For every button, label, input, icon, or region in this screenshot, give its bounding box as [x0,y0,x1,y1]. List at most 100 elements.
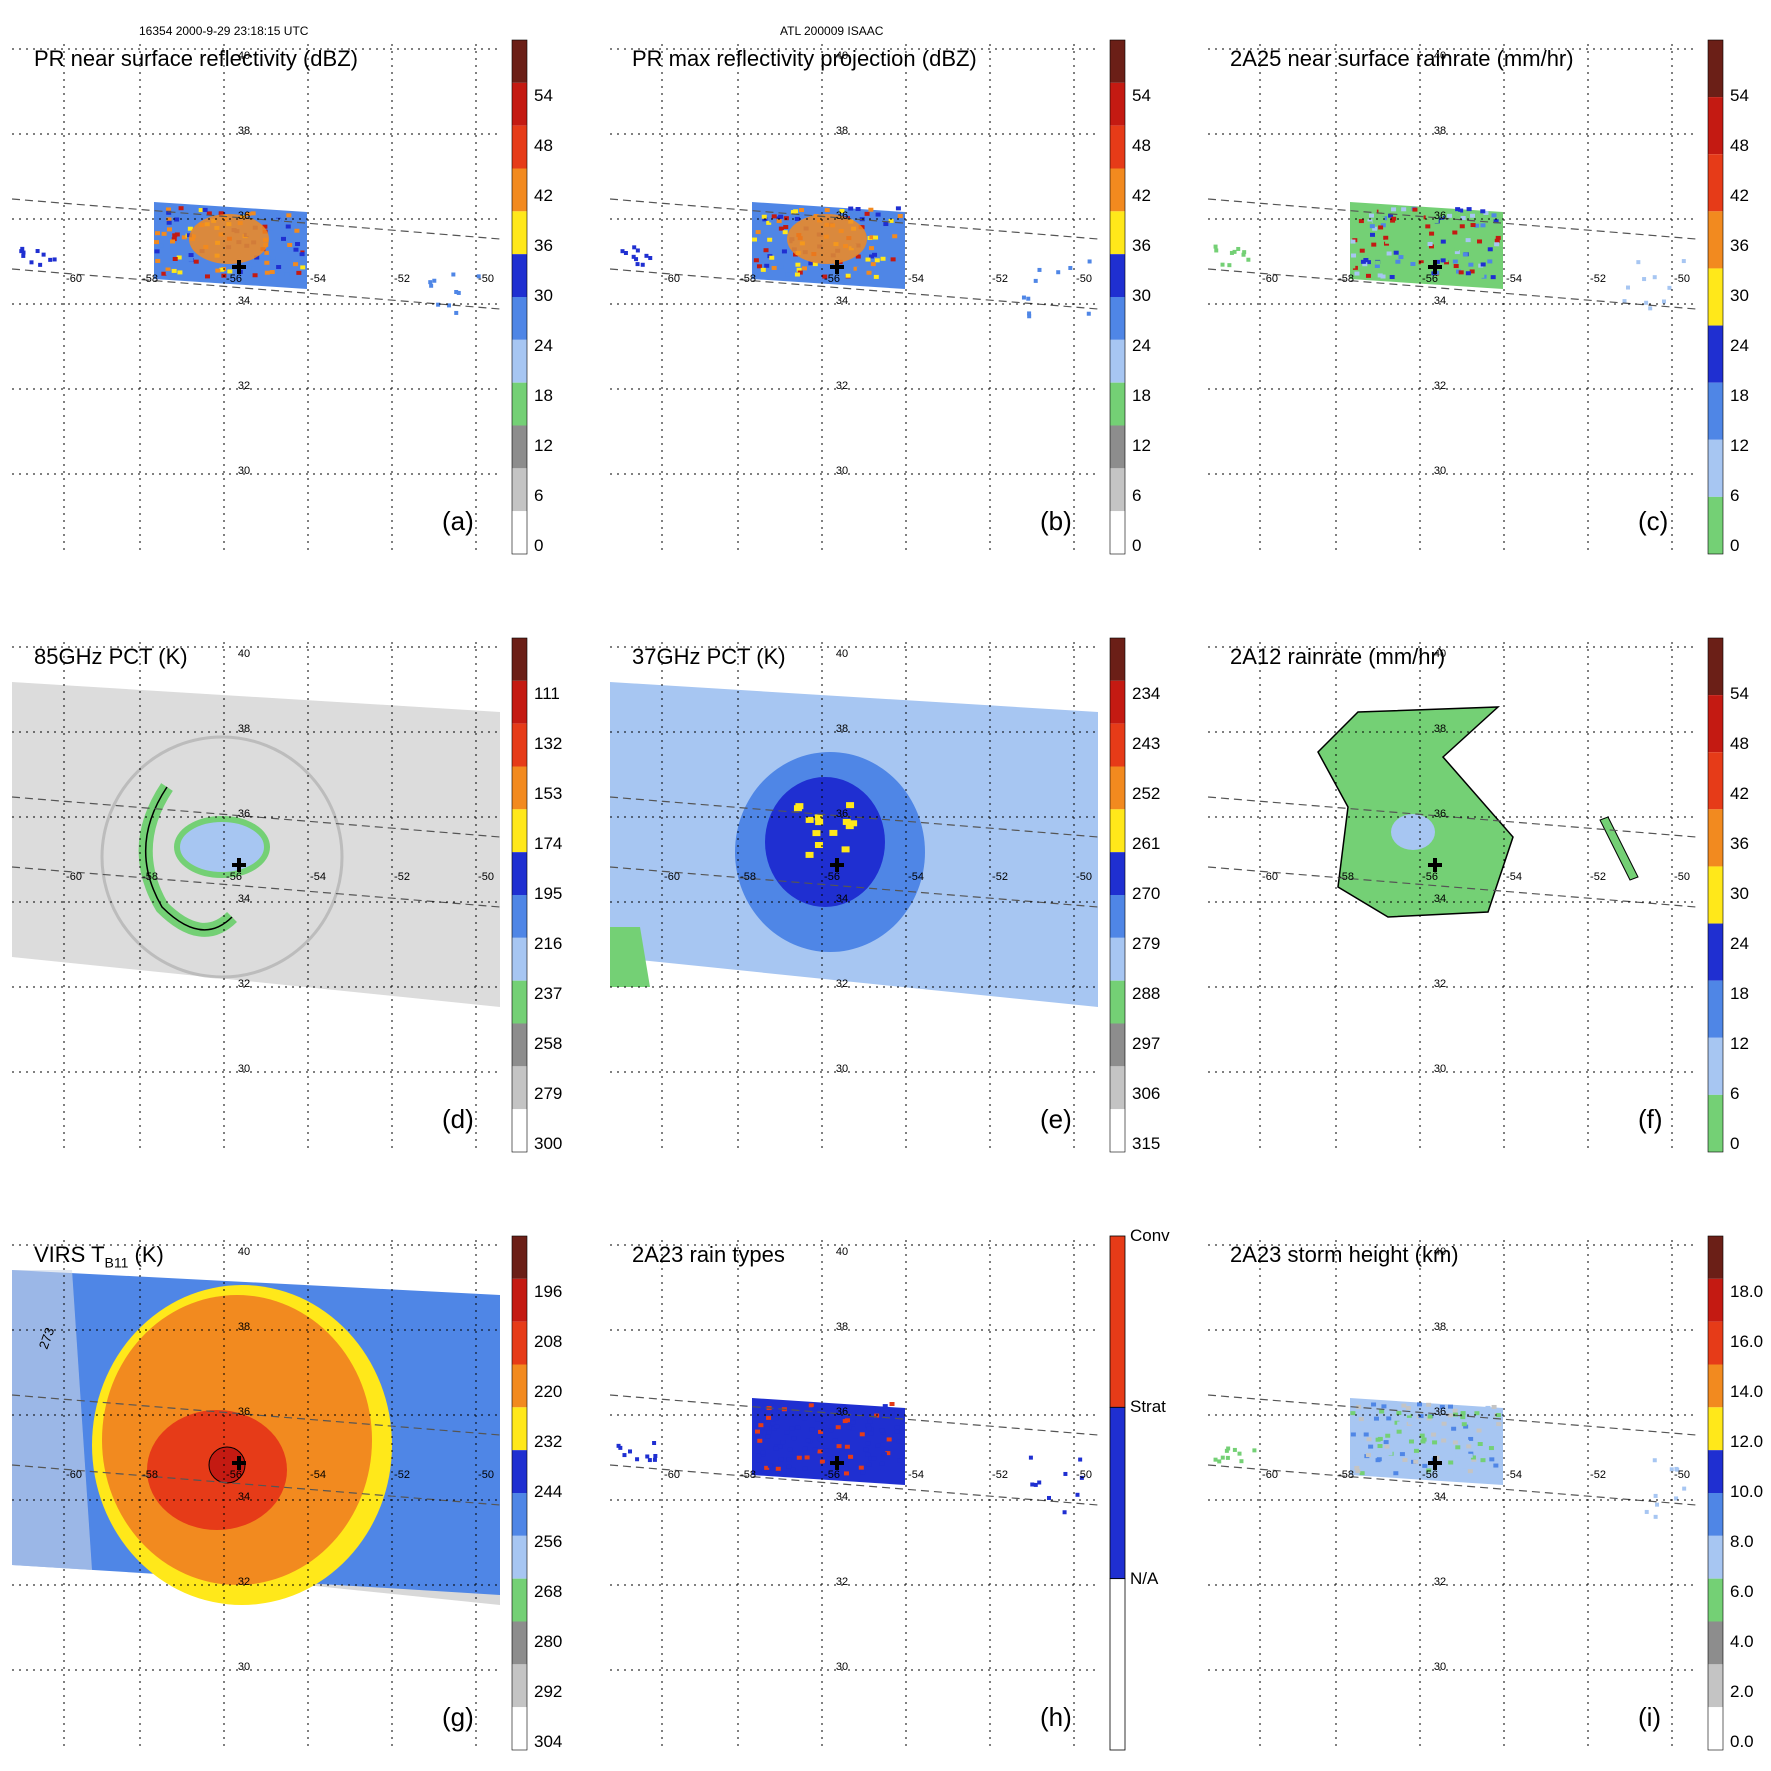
echo-pixel [1421,1437,1427,1442]
echo-pixel [761,214,767,219]
core-cell [805,816,814,823]
colorbar-frame [511,1235,528,1751]
lat-label: 38 [1434,125,1446,137]
echo-pixel [874,258,880,263]
swath-edge-top [12,796,500,838]
colorbar-segment [1708,1450,1723,1493]
echo-pixel [843,1471,849,1476]
core-cell [829,829,838,836]
swath-edge-bottom [12,1464,500,1506]
colorbar-segment [1708,268,1723,326]
colorbar-tick-label: 12 [1730,436,1749,455]
echo-pixel [21,253,26,258]
echo-pixel [252,273,258,278]
echo-pixel [293,262,299,267]
lon-label: -50 [1674,273,1690,285]
echo-pixel [858,1465,864,1470]
colorbar-tick-label: 208 [534,1332,563,1351]
lon-label: -52 [992,273,1008,285]
lat-label: 40 [836,1246,848,1258]
lon-label: -50 [478,1469,494,1481]
echo-pixel [1391,213,1397,218]
echo-pixel [1483,210,1489,215]
core-cell [793,805,802,812]
lat-label: 38 [836,1321,848,1333]
colorbar-segment [1110,125,1125,169]
swath-edge-bottom [610,268,1098,310]
panel-label-d: (d) [442,1104,474,1134]
echo-pixel [1401,1403,1407,1408]
echo-pixel [1381,1404,1387,1409]
echo-pixel [766,1415,772,1420]
colorbar-segment [512,1236,527,1279]
echo-pixel [762,1460,768,1465]
colorbar-label-strat: Strat [1130,1397,1166,1417]
lat-label: 34 [1434,1491,1446,1503]
lat-label: 32 [1434,1576,1446,1588]
echo-pixel [38,262,43,267]
colorbar-tick-label: 243 [1132,734,1161,753]
echo-pixel [1393,250,1399,255]
colorbar-segment [512,339,527,383]
colorbar-segment [512,125,527,169]
echo-pixel [755,230,761,235]
lat-label: 32 [836,380,848,392]
echo-pixel [285,224,291,229]
storm-center-icon [830,260,844,274]
colorbar-tick-label: 252 [1132,784,1161,803]
colorbar-tick-label: 300 [534,1134,563,1153]
echo-pixel [186,233,192,238]
echo-pixel [1383,235,1389,240]
echo-pixel [1350,264,1356,269]
colorbar-tick-label: 42 [1132,186,1151,205]
echo-pixel [785,272,791,277]
echo-pixel [264,270,270,275]
swath-edge-bottom [1208,866,1696,908]
echo-pixel [865,257,871,262]
echo-pixel [1427,241,1433,246]
echo-pixel [1365,1453,1371,1458]
echo-pixel [1363,1432,1369,1437]
colorbar-segment [1708,1321,1723,1365]
echo-pixel [628,1449,633,1454]
colorbar-segment [1708,752,1723,810]
echo-pixel [189,209,195,214]
panel-label-c: (c) [1638,506,1669,536]
echo-pixel [808,1403,814,1408]
colorbar-segment [1708,1037,1723,1095]
echo-pixel [1493,1463,1499,1468]
echo-pixel [632,245,637,250]
echo-pixel [172,233,178,238]
panel-label-a: (a) [442,506,474,536]
echo-pixel [1396,1429,1402,1434]
header-orbit-time: 16354 2000-9-29 23:18:15 UTC [139,24,309,38]
colorbar-tick-label: 234 [1132,684,1161,703]
echo-pixel [1486,239,1492,244]
core-cell [805,851,814,858]
colorbar-segment [1708,1094,1723,1152]
lat-label: 30 [836,465,848,477]
lat-label: 38 [836,125,848,137]
echo-pixel [812,262,818,267]
echo-pixel [880,1430,886,1435]
colorbar-frame [1707,39,1724,555]
colorbar-tick-label: 54 [1730,86,1749,105]
map-e: -60 -58 -56 -54 -52 -50 40 38 36 34 32 30 [610,642,1098,1152]
echo-pixel [176,255,182,260]
echo-pixel [1405,1405,1411,1410]
core-cell [814,814,823,821]
lat-label: 36 [836,1406,848,1418]
echo-pixel [1447,213,1453,218]
echo-pixel [1474,1411,1480,1416]
echo-pixel [1087,259,1092,264]
echo-pixel [616,1443,621,1448]
echo-pixel [1467,1469,1473,1474]
echo-pixel [1682,1486,1687,1491]
echo-pixel [174,217,180,222]
echo-pixel [778,226,784,231]
echo-pixel [1388,213,1394,218]
echo-pixel [1477,239,1483,244]
echo-pixel [1351,253,1357,258]
colorbar-tick-label: 12.0 [1730,1432,1764,1451]
echo-pixel [635,262,640,267]
